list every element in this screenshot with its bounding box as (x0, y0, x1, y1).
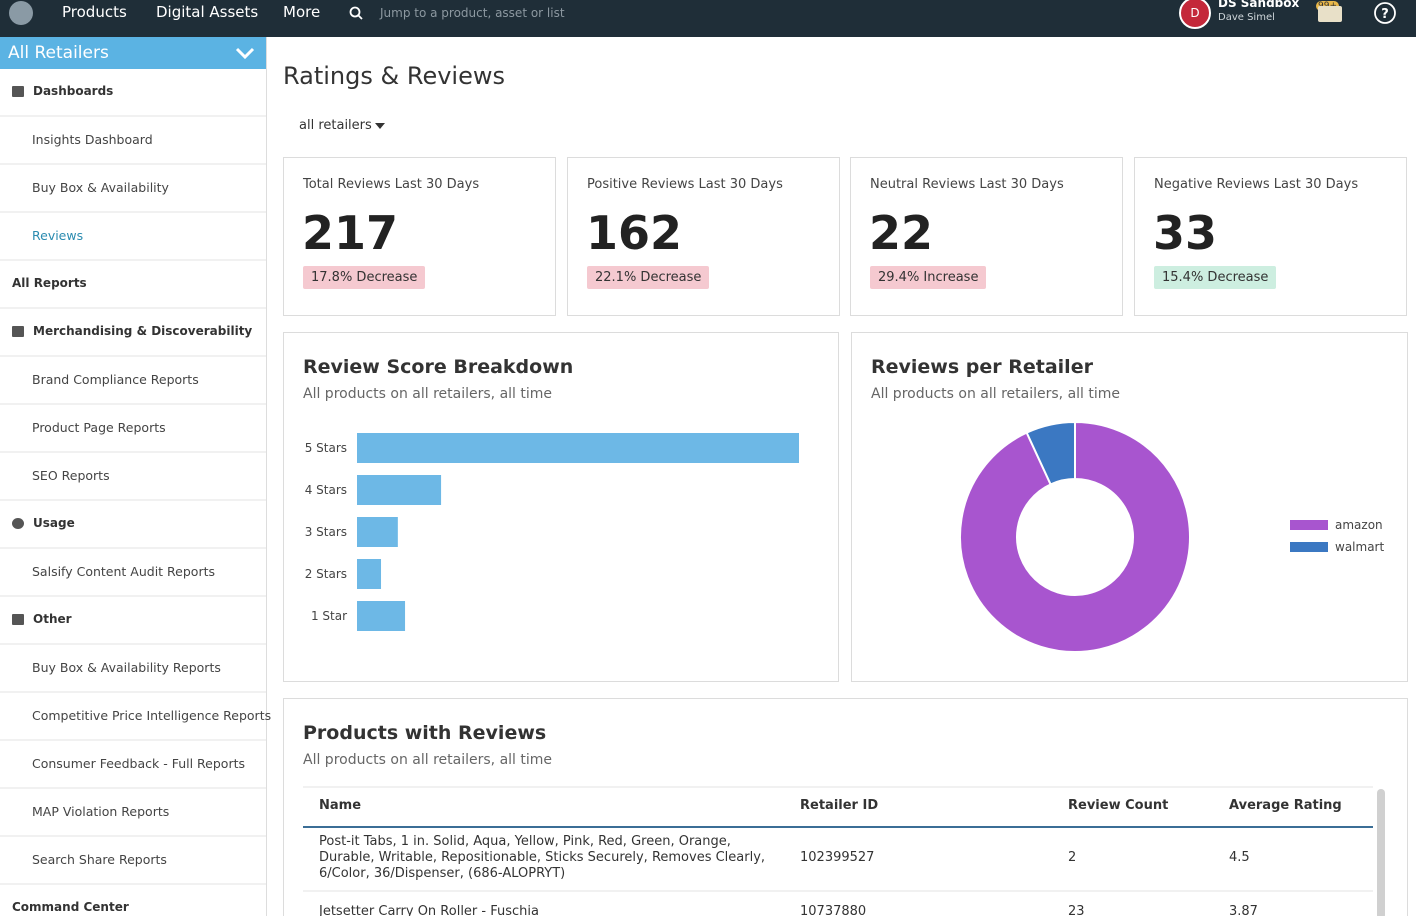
sidebar-link[interactable]: Product Page Reports (32, 420, 166, 435)
sidebar-link[interactable]: Buy Box & Availability Reports (32, 660, 221, 675)
stat-card (850, 157, 1123, 316)
table-cell: 23 (1068, 904, 1085, 916)
retailer-selector[interactable]: All Retailers (0, 37, 266, 69)
column-header[interactable]: Review Count (1068, 798, 1169, 813)
sidebar-section[interactable]: Other (33, 612, 72, 626)
sidebar-link[interactable]: Salsify Content Audit Reports (32, 564, 215, 579)
sidebar-link[interactable]: Brand Compliance Reports (32, 372, 199, 387)
notification-badge[interactable]: 99+ (1316, 1, 1339, 11)
sidebar-link[interactable]: Consumer Feedback - Full Reports (32, 756, 245, 771)
sidebar-section[interactable]: Merchandising & Discoverability (33, 324, 253, 338)
chart-panel (851, 332, 1408, 682)
org-name: DS Sandbox (1218, 0, 1300, 10)
table-cell: 4.5 (1229, 850, 1250, 865)
card-value: 22 (869, 206, 934, 260)
stat-card (1134, 157, 1407, 316)
card-value: 162 (586, 206, 683, 260)
table-cell: 3.87 (1229, 904, 1258, 916)
change-badge: 29.4% Increase (870, 266, 987, 289)
sidebar-link[interactable]: Search Share Reports (32, 852, 167, 867)
chart-panel (283, 332, 839, 682)
user-name: Dave Simel (1218, 12, 1275, 23)
filter-caret (375, 123, 385, 129)
chart-title: Reviews per Retailer (871, 356, 1093, 378)
card-value: 217 (302, 206, 399, 260)
retailer-filter[interactable]: all retailers (299, 118, 372, 133)
sidebar-link[interactable]: Reviews (32, 228, 84, 243)
stat-card (283, 157, 556, 316)
table-title: Products with Reviews (303, 722, 547, 744)
change-badge: 15.4% Decrease (1154, 266, 1277, 289)
chart-subtitle: All products on all retailers, all time (871, 386, 1121, 402)
sidebar-link[interactable]: Insights Dashboard (32, 132, 153, 147)
sidebar-section[interactable]: Dashboards (33, 84, 114, 98)
nav-link[interactable]: Digital Assets (156, 3, 259, 21)
nav-link[interactable]: More (283, 3, 321, 21)
change-badge: 17.8% Decrease (303, 266, 426, 289)
column-header[interactable]: Average Rating (1229, 798, 1342, 813)
table-cell: 2 (1068, 850, 1077, 865)
stat-card (567, 157, 840, 316)
card-value: 33 (1153, 206, 1218, 260)
table-cell[interactable]: Jetsetter Carry On Roller - Fuschia (319, 904, 539, 916)
search-input[interactable]: Jump to a product, asset or list (380, 6, 565, 20)
table-panel (283, 698, 1408, 916)
chart-subtitle: All products on all retailers, all time (303, 386, 553, 402)
card-title: Positive Reviews Last 30 Days (587, 177, 783, 192)
sidebar-section[interactable]: Usage (33, 516, 75, 530)
card-title: Negative Reviews Last 30 Days (1154, 177, 1359, 192)
sidebar (0, 37, 267, 916)
column-header[interactable]: Name (319, 798, 362, 813)
change-badge: 22.1% Decrease (587, 266, 710, 289)
nav-link[interactable]: Products (62, 3, 127, 21)
sidebar-link[interactable]: MAP Violation Reports (32, 804, 170, 819)
card-title: Total Reviews Last 30 Days (303, 177, 480, 192)
sidebar-link[interactable]: Competitive Price Intelligence Reports (32, 708, 272, 723)
table-cell: 102399527 (800, 850, 875, 865)
sidebar-section[interactable]: Command Center (12, 900, 129, 914)
sidebar-link[interactable]: Buy Box & Availability (32, 180, 169, 195)
table-subtitle: All products on all retailers, all time (303, 752, 553, 768)
sidebar-section[interactable]: All Reports (12, 276, 87, 290)
card-title: Neutral Reviews Last 30 Days (870, 177, 1064, 192)
chart-title: Review Score Breakdown (303, 356, 574, 378)
column-header[interactable]: Retailer ID (800, 798, 879, 813)
page-title: Ratings & Reviews (283, 62, 505, 90)
sidebar-link[interactable]: SEO Reports (32, 468, 110, 483)
table-cell[interactable]: Post-it Tabs, 1 in. Solid, Aqua, Yellow,… (319, 834, 766, 881)
table-cell: 10737880 (800, 904, 867, 916)
